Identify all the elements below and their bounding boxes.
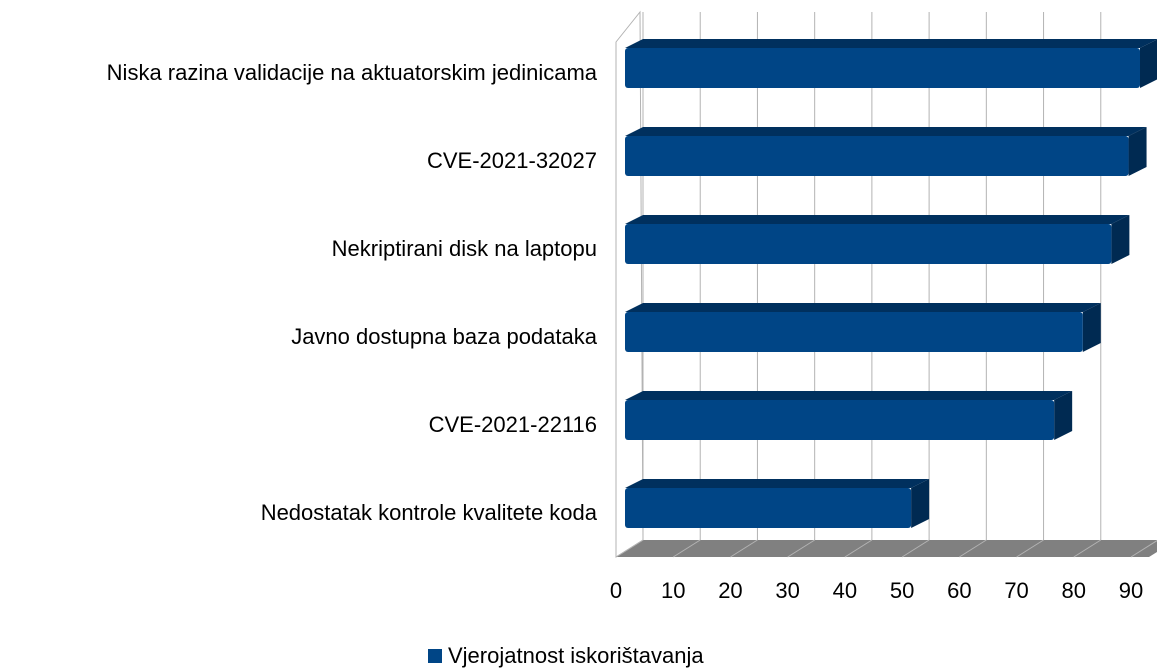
legend-label: Vjerojatnost iskorištavanja — [448, 643, 704, 668]
y-tick-label: CVE-2021-32027 — [427, 148, 597, 173]
grid-line — [901, 539, 930, 558]
bar — [625, 48, 1140, 88]
grid-line — [730, 539, 758, 558]
x-tick-label: 30 — [775, 578, 799, 603]
bar-top — [625, 303, 1101, 312]
bar-side — [1128, 127, 1147, 176]
x-tick-label: 90 — [1119, 578, 1143, 603]
grid-line — [1016, 539, 1044, 558]
x-tick-label: 0 — [610, 578, 622, 603]
x-tick-label: 20 — [718, 578, 742, 603]
y-tick-label: Nedostatak kontrole kvalitete koda — [261, 500, 598, 525]
bar-top — [625, 391, 1073, 400]
bar-top — [625, 127, 1147, 136]
grid-line — [959, 539, 987, 558]
bar-side — [1082, 303, 1101, 352]
grid-line — [1130, 540, 1157, 558]
x-tick-label: 50 — [890, 578, 914, 603]
y-tick-label: CVE-2021-22116 — [429, 412, 597, 437]
bar-top — [625, 215, 1130, 224]
grid-line — [787, 539, 815, 558]
wall — [615, 10, 644, 558]
x-tick-label: 80 — [1062, 578, 1086, 603]
x-tick-label: 60 — [947, 578, 971, 603]
bar-side — [911, 479, 930, 528]
bar — [625, 312, 1083, 352]
bar-side — [1140, 39, 1157, 88]
bar-side — [1054, 391, 1073, 440]
grid-line — [672, 539, 701, 558]
bar-top — [625, 479, 930, 488]
y-tick-label: Javno dostupna baza podataka — [291, 324, 598, 349]
grid-line — [1073, 539, 1102, 558]
x-tick-label: 70 — [1004, 578, 1028, 603]
x-tick-label: 10 — [661, 578, 685, 603]
y-tick-label: Niska razina validacije na aktuatorskim … — [107, 60, 598, 85]
bar — [625, 224, 1112, 264]
x-tick-label: 40 — [833, 578, 857, 603]
floor — [616, 540, 1157, 557]
grid-line — [844, 539, 873, 558]
bar-side — [1111, 215, 1130, 264]
y-tick-label: Nekriptirani disk na laptopu — [332, 236, 597, 261]
legend-swatch — [428, 649, 442, 663]
bar — [625, 400, 1055, 440]
bar — [625, 488, 912, 528]
grid-line — [615, 539, 644, 558]
bar-top — [625, 39, 1157, 48]
bar — [625, 136, 1129, 176]
